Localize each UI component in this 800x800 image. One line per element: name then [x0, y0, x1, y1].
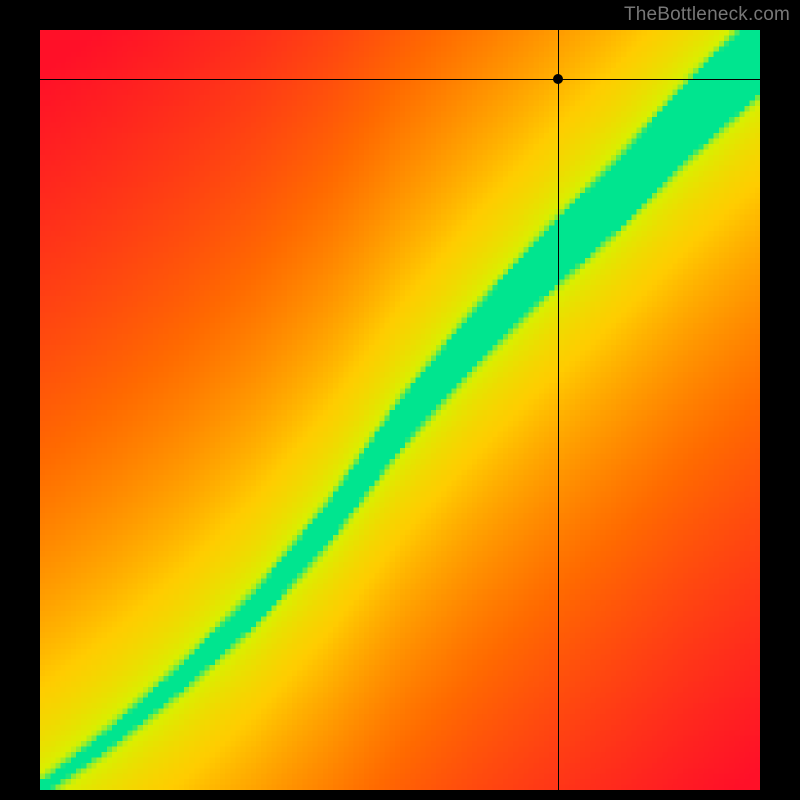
selection-marker — [553, 74, 563, 84]
attribution-text: TheBottleneck.com — [624, 4, 790, 26]
plot-area — [40, 30, 760, 790]
bottleneck-heatmap — [40, 30, 760, 790]
crosshair-vertical — [558, 30, 559, 790]
crosshair-horizontal — [40, 79, 760, 80]
